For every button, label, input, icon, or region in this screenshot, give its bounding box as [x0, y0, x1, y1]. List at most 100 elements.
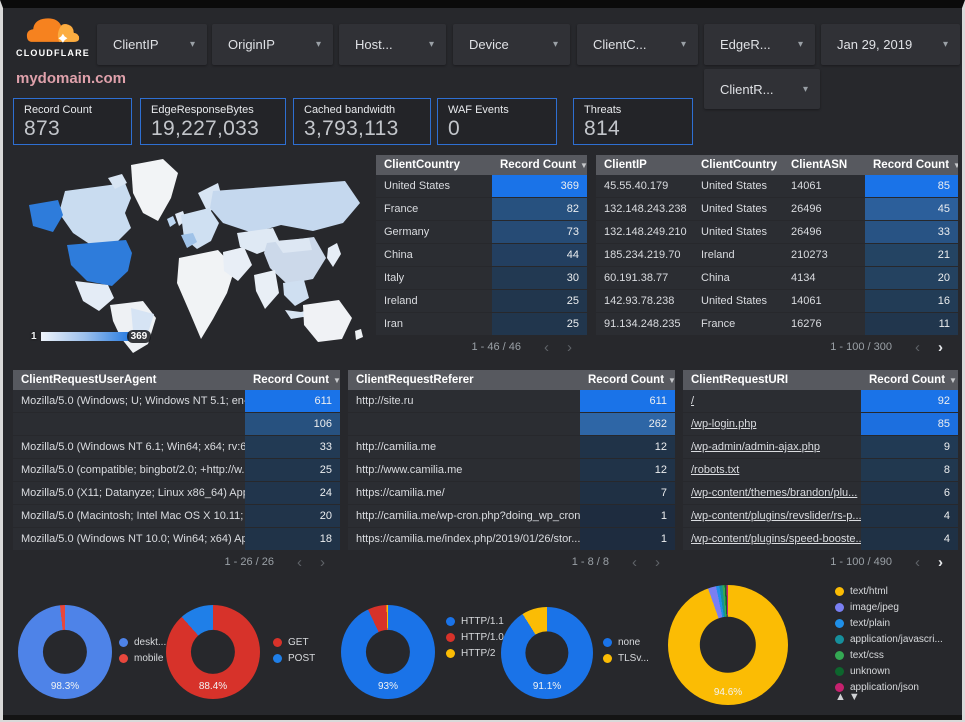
legend-item[interactable]: TLSv... [603, 653, 649, 665]
legend-item[interactable]: application/javascri... [835, 634, 943, 646]
legend-item[interactable]: HTTP/1.1 [446, 616, 504, 628]
table-row[interactable]: http://camilia.me 12 [348, 436, 675, 459]
uri-link[interactable]: /wp-content/themes/brandon/plu... [691, 487, 858, 499]
column-header[interactable]: ClientRequestReferer [356, 374, 474, 386]
pagination-prev-icon: ‹ [544, 338, 549, 356]
table-row[interactable]: Mozilla/5.0 (Macintosh; Intel Mac OS X 1… [13, 505, 340, 528]
table-row[interactable]: 142.93.78.238 United States 14061 16 [596, 290, 958, 313]
filter-clientip[interactable]: ClientIP ▾ [97, 24, 207, 65]
chevron-down-icon: ▾ [680, 39, 686, 50]
table-row[interactable]: http://www.camilia.me 12 [348, 459, 675, 482]
table-row[interactable]: Germany 73 [376, 221, 587, 244]
legend-item[interactable]: text/plain [835, 618, 943, 630]
table-row[interactable]: https://camilia.me/index.php/2019/01/26/… [348, 528, 675, 551]
sort-desc-icon[interactable]: ▼ [949, 376, 957, 385]
column-header[interactable]: ClientCountry [701, 159, 778, 171]
scorecard-label: WAF Events [448, 104, 509, 116]
legend-item[interactable]: none [603, 637, 649, 649]
table-row[interactable]: 91.134.248.235 France 16276 11 [596, 313, 958, 336]
uri-link[interactable]: /wp-content/plugins/revslider/rs-p... [691, 510, 861, 522]
http-protocol-legend: HTTP/1.1 HTTP/1.0 HTTP/2 [446, 616, 504, 660]
column-header[interactable]: ClientRequestUserAgent [21, 374, 157, 386]
column-header[interactable]: Record Count▼ [492, 159, 587, 171]
table-row[interactable]: http://site.ru 611 [348, 390, 675, 413]
table-row[interactable]: 262 [348, 413, 675, 436]
http-method-donut[interactable]: 88.4% [166, 605, 260, 699]
table-row[interactable]: Mozilla/5.0 (Windows NT 10.0; Win64; x64… [13, 528, 340, 551]
sort-desc-icon[interactable]: ▼ [333, 376, 340, 385]
column-header[interactable]: Record Count▼ [245, 374, 340, 386]
table-row[interactable]: /wp-content/plugins/revslider/rs-p... 4 [683, 505, 958, 528]
table-row[interactable]: 106 [13, 413, 340, 436]
table-row[interactable]: 45.55.40.179 United States 14061 85 [596, 175, 958, 198]
table-row[interactable]: Ireland 25 [376, 290, 587, 313]
uri-link[interactable]: /wp-content/plugins/speed-booste... [691, 533, 861, 545]
column-header[interactable]: Record Count▼ [865, 159, 958, 171]
table-row[interactable]: http://camilia.me/wp-cron.php?doing_wp_c… [348, 505, 675, 528]
legend-item[interactable]: unknown [835, 666, 943, 678]
filter-edgeresponse[interactable]: EdgeR... ▾ [704, 24, 815, 65]
pagination-next-icon[interactable]: › [938, 553, 943, 571]
legend-item[interactable]: application/json [835, 682, 943, 694]
filter-clientcountry[interactable]: ClientC... ▾ [577, 24, 698, 65]
table-row[interactable]: Mozilla/5.0 (Windows NT 6.1; Win64; x64;… [13, 436, 340, 459]
legend-item[interactable]: GET [273, 637, 315, 649]
column-header[interactable]: ClientASN [791, 159, 848, 171]
uri-link[interactable]: /wp-admin/admin-ajax.php [691, 441, 821, 453]
world-map[interactable]: 1 369 [13, 153, 373, 353]
table-row[interactable]: Mozilla/5.0 (compatible; bingbot/2.0; +h… [13, 459, 340, 482]
filter-device[interactable]: Device ▾ [453, 24, 570, 65]
column-header[interactable]: Record Count▼ [869, 374, 957, 386]
uri-link[interactable]: / [691, 395, 695, 407]
filter-host[interactable]: Host... ▾ [339, 24, 446, 65]
table-row[interactable]: / 92 [683, 390, 958, 413]
legend-item[interactable]: HTTP/2 [446, 648, 504, 660]
uri-link[interactable]: /robots.txt [691, 464, 740, 476]
content-type-donut[interactable]: 94.6% [668, 585, 788, 705]
legend-min-value: 1 [31, 331, 37, 342]
pagination-next-icon[interactable]: › [938, 338, 943, 356]
table-row[interactable]: United States 369 [376, 175, 587, 198]
table-row[interactable]: https://camilia.me/7 [348, 482, 675, 505]
table-row[interactable]: 60.191.38.77 China 4134 20 [596, 267, 958, 290]
column-header[interactable]: ClientRequestURI [691, 374, 789, 386]
table-row[interactable]: Iran 25 [376, 313, 587, 336]
sort-desc-icon[interactable]: ▼ [580, 161, 587, 170]
table-row[interactable]: China 44 [376, 244, 587, 267]
table-row[interactable]: France 82 [376, 198, 587, 221]
legend-item[interactable]: image/jpeg [835, 602, 943, 614]
device-type-donut[interactable]: 98.3% [18, 605, 112, 699]
table-row[interactable]: 132.148.249.210 United States 26496 33 [596, 221, 958, 244]
legend-item[interactable]: deskt... [119, 637, 166, 649]
table-row[interactable]: Italy 30 [376, 267, 587, 290]
tls-version-donut[interactable]: 91.1% [501, 607, 593, 699]
filter-clientrequest[interactable]: ClientR... ▾ [704, 69, 820, 109]
table-row[interactable]: /wp-admin/admin-ajax.php 9 [683, 436, 958, 459]
legend-item[interactable]: POST [273, 653, 315, 665]
table-row[interactable]: Mozilla/5.0 (Windows; U; Windows NT 5.1;… [13, 390, 340, 413]
table-row[interactable]: /wp-login.php 85 [683, 413, 958, 436]
sort-desc-icon[interactable]: ▼ [953, 161, 958, 170]
date-range-picker[interactable]: Jan 29, 2019 ▾ [821, 24, 960, 65]
table-row[interactable]: /wp-content/themes/brandon/plu... 6 [683, 482, 958, 505]
column-header[interactable]: ClientCountry [384, 159, 461, 171]
table-row[interactable]: 132.148.243.238 United States 26496 45 [596, 198, 958, 221]
table-row[interactable]: 185.234.219.70 Ireland 210273 21 [596, 244, 958, 267]
legend-item[interactable]: text/css [835, 650, 943, 662]
http-protocol-donut[interactable]: 93% [341, 605, 435, 699]
sort-desc-icon[interactable]: ▼ [668, 376, 675, 385]
column-header[interactable]: Record Count▼ [580, 374, 675, 386]
record-count-cell: 16 [865, 290, 958, 312]
filter-originip[interactable]: OriginIP ▾ [212, 24, 333, 65]
table-row[interactable]: /wp-content/plugins/speed-booste... 4 [683, 528, 958, 551]
column-header[interactable]: ClientIP [604, 159, 647, 171]
table-row[interactable]: /robots.txt 8 [683, 459, 958, 482]
legend-scroll-arrows[interactable]: ▲▼ [835, 691, 863, 703]
legend-item[interactable]: text/html [835, 586, 943, 598]
table-row[interactable]: Mozilla/5.0 (X11; Datanyze; Linux x86_64… [13, 482, 340, 505]
legend-item[interactable]: HTTP/1.0 [446, 632, 504, 644]
legend-item[interactable]: mobile [119, 653, 166, 665]
uri-link[interactable]: /wp-login.php [691, 418, 757, 430]
table-body: United States 369 France 82 Germany 73 China 44… [376, 175, 587, 336]
cell-value: 91.134.248.235 [604, 318, 681, 330]
